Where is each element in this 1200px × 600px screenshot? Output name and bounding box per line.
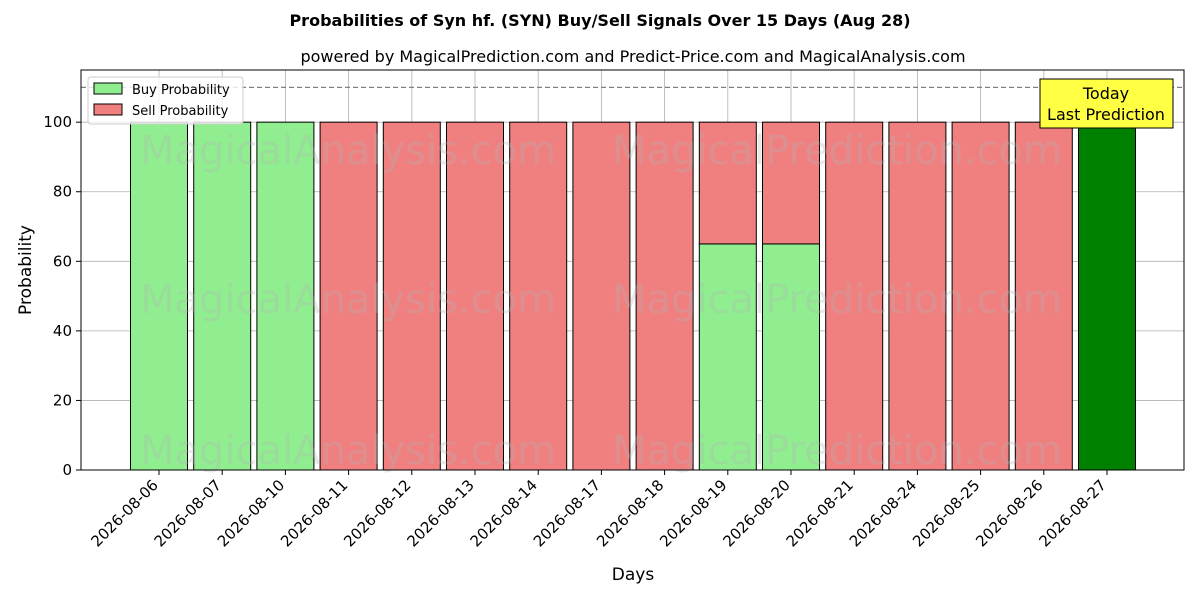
bar-sell-2026-08-25 — [951, 121, 1010, 471]
y-tick-label-40: 40 — [53, 322, 72, 340]
x-tick-label-2026-08-27: 2026-08-27 — [1035, 476, 1109, 550]
legend-swatch-buy — [93, 82, 123, 95]
today-annotation-box — [1039, 78, 1174, 129]
today-annotation: Today Last Prediction — [1039, 78, 1174, 129]
y-tick-label-100: 100 — [43, 113, 72, 131]
x-tick-label-2026-08-24: 2026-08-24 — [846, 476, 920, 550]
today-annotation-line-2: Last Prediction — [1047, 105, 1165, 124]
bar-sell-2026-08-20 — [762, 121, 820, 245]
bar-sell-2026-08-17 — [572, 121, 631, 471]
bar-buy-2026-08-10 — [256, 121, 315, 471]
x-tick-label-2026-08-26: 2026-08-26 — [972, 476, 1046, 550]
legend-swatch-sell — [93, 103, 123, 116]
y-tick-label-60: 60 — [53, 252, 72, 270]
x-tick-label-2026-08-17: 2026-08-17 — [530, 476, 604, 550]
watermark-prediction-1: MagicalPrediction.com — [612, 277, 1062, 323]
x-tick-label-2026-08-19: 2026-08-19 — [656, 476, 730, 550]
watermark-analysis-1: MagicalAnalysis.com — [140, 277, 556, 323]
x-tick-label-2026-08-11: 2026-08-11 — [277, 476, 351, 550]
bar-sell-2026-08-11 — [319, 121, 378, 471]
y-tick-label-0: 0 — [62, 461, 72, 479]
x-tick-label-2026-08-18: 2026-08-18 — [593, 476, 667, 550]
legend-label-sell: Sell Probability — [132, 104, 229, 119]
x-axis-label: Days — [612, 565, 655, 585]
bar-sell-2026-08-19 — [698, 121, 757, 245]
legend-label-buy: Buy Probability — [132, 83, 230, 98]
y-tick-label-20: 20 — [53, 391, 72, 409]
watermarks: MagicalAnalysis.com MagicalPrediction.com… — [140, 128, 1062, 474]
bar-sell-2026-08-14 — [509, 121, 568, 471]
x-axis: 2026-08-062026-08-072026-08-102026-08-11… — [87, 470, 1110, 550]
watermark-analysis-0: MagicalAnalysis.com — [140, 128, 556, 174]
x-tick-label-2026-08-21: 2026-08-21 — [783, 476, 857, 550]
y-axis-label: Probability — [16, 225, 36, 315]
x-tick-label-2026-08-20: 2026-08-20 — [719, 476, 793, 550]
bar-sell-2026-08-12 — [382, 121, 441, 471]
x-tick-label-2026-08-25: 2026-08-25 — [909, 476, 983, 550]
bars — [130, 121, 1136, 471]
bar-sell-2026-08-21 — [825, 121, 884, 471]
x-tick-label-2026-08-06: 2026-08-06 — [87, 476, 161, 550]
bar-buy-2026-08-27 — [1078, 121, 1136, 471]
chart-title: Probabilities of Syn hf. (SYN) Buy/Sell … — [289, 11, 910, 30]
y-axis: 0 20 40 60 80 100 — [43, 113, 81, 479]
bar-sell-2026-08-18 — [635, 121, 694, 471]
x-tick-label-2026-08-14: 2026-08-14 — [467, 476, 541, 550]
plot-area-frame — [80, 69, 1185, 471]
bar-buy-2026-08-19 — [698, 243, 757, 471]
y-tick-label-80: 80 — [53, 183, 72, 201]
watermark-prediction-0: MagicalPrediction.com — [612, 128, 1062, 174]
x-tick-label-2026-08-10: 2026-08-10 — [214, 476, 288, 550]
x-tick-label-2026-08-13: 2026-08-13 — [403, 476, 477, 550]
watermark-prediction-2: MagicalPrediction.com — [612, 428, 1062, 474]
bar-sell-2026-08-24 — [888, 121, 947, 471]
legend-box — [87, 76, 244, 125]
bar-sell-2026-08-13 — [446, 121, 504, 471]
watermark-analysis-2: MagicalAnalysis.com — [140, 428, 556, 474]
chart-subtitle: powered by MagicalPrediction.com and Pre… — [300, 47, 965, 66]
x-tick-label-2026-08-12: 2026-08-12 — [340, 476, 414, 550]
x-tick-label-2026-08-07: 2026-08-07 — [151, 476, 225, 550]
bar-sell-2026-08-26 — [1014, 121, 1073, 471]
bar-buy-2026-08-20 — [762, 243, 820, 471]
legend: Buy Probability Sell Probability — [87, 76, 244, 125]
today-annotation-line-1: Today — [1082, 84, 1129, 103]
